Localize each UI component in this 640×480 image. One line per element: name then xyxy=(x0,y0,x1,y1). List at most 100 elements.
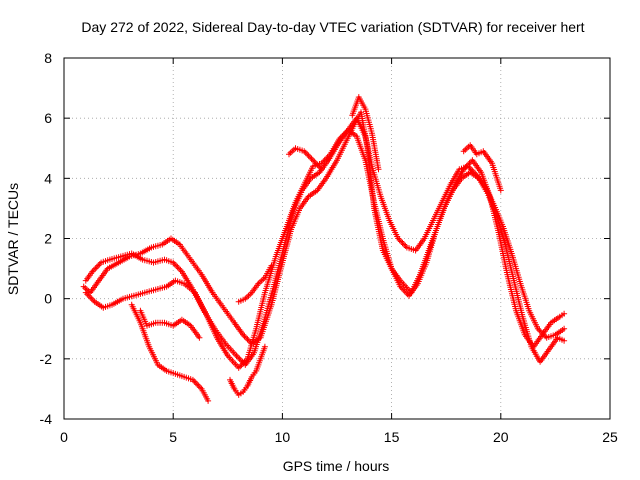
data-point xyxy=(382,249,384,252)
data-point xyxy=(506,273,509,276)
data-point xyxy=(390,267,393,270)
data-point xyxy=(100,261,102,264)
data-point xyxy=(416,282,419,285)
data-point xyxy=(329,153,332,156)
data-point xyxy=(192,379,194,381)
data-point xyxy=(174,373,177,375)
data-point xyxy=(224,342,227,345)
data-point xyxy=(486,192,489,195)
data-point xyxy=(491,162,493,165)
data-point xyxy=(382,237,384,240)
data-point xyxy=(242,333,245,336)
y-tick-label: 6 xyxy=(44,110,52,126)
data-point xyxy=(458,168,461,171)
series-markers xyxy=(286,145,325,173)
data-point xyxy=(261,324,264,327)
series-2 xyxy=(82,115,568,368)
data-point xyxy=(545,336,548,339)
data-point xyxy=(102,306,105,309)
data-point xyxy=(294,147,297,150)
x-tick-label: 25 xyxy=(602,429,618,445)
data-point xyxy=(499,189,502,192)
series-5 xyxy=(137,307,203,341)
data-point xyxy=(307,195,310,198)
data-point xyxy=(237,367,240,369)
data-point xyxy=(399,285,402,288)
data-point xyxy=(198,336,201,339)
data-point xyxy=(355,135,358,138)
data-point xyxy=(285,225,288,228)
data-point xyxy=(259,357,262,360)
data-point xyxy=(157,364,159,366)
data-point xyxy=(364,159,367,162)
data-point xyxy=(510,252,513,255)
data-point xyxy=(563,327,565,330)
data-point xyxy=(82,285,85,288)
data-point xyxy=(172,324,175,327)
data-point xyxy=(272,285,275,288)
data-point xyxy=(139,321,142,324)
data-point xyxy=(423,237,426,240)
series-3 xyxy=(82,127,568,371)
data-point xyxy=(519,282,522,285)
data-point xyxy=(84,279,87,282)
data-point xyxy=(299,207,301,210)
data-point xyxy=(89,291,92,294)
data-point xyxy=(84,291,87,294)
data-point xyxy=(312,159,314,162)
data-point xyxy=(183,376,186,378)
data-point xyxy=(226,354,229,357)
data-point xyxy=(303,183,306,186)
data-point xyxy=(449,183,452,186)
data-point xyxy=(558,315,561,318)
data-point xyxy=(233,388,236,390)
data-point xyxy=(165,285,168,288)
data-point xyxy=(194,291,196,294)
data-point xyxy=(264,345,266,348)
data-point xyxy=(257,282,260,285)
data-point xyxy=(440,201,443,204)
data-point xyxy=(462,150,465,153)
y-tick-label: -4 xyxy=(40,411,53,427)
data-point xyxy=(554,333,557,336)
data-point xyxy=(521,315,524,318)
data-point xyxy=(139,252,142,255)
data-point xyxy=(163,321,166,324)
x-axis: 0 5 10 15 20 25 xyxy=(60,58,618,445)
data-point xyxy=(250,376,253,378)
data-point xyxy=(246,357,249,360)
data-point xyxy=(480,171,482,174)
data-point xyxy=(373,201,375,204)
data-point xyxy=(255,327,258,330)
data-point xyxy=(563,312,565,315)
data-point xyxy=(154,288,157,291)
y-tick-label: 8 xyxy=(44,50,52,66)
data-point xyxy=(181,318,183,321)
data-point xyxy=(91,270,94,273)
data-point xyxy=(161,243,164,246)
data-point xyxy=(181,270,183,273)
data-point xyxy=(237,394,240,396)
series-1 xyxy=(80,109,568,350)
data-point xyxy=(172,261,175,264)
data-point xyxy=(119,255,122,258)
data-point xyxy=(451,189,454,192)
data-point xyxy=(336,159,338,162)
data-point xyxy=(235,354,238,357)
data-point xyxy=(246,385,249,387)
data-point xyxy=(244,297,247,300)
data-point xyxy=(143,291,146,294)
series-10 xyxy=(460,142,504,194)
data-point xyxy=(469,171,472,174)
data-point xyxy=(371,132,373,135)
data-point xyxy=(233,321,236,324)
y-tick-label: 4 xyxy=(44,170,52,186)
data-point xyxy=(141,258,144,261)
data-point xyxy=(178,243,181,246)
series-8 xyxy=(286,145,325,173)
data-point xyxy=(515,309,517,312)
data-point xyxy=(467,165,469,168)
x-tick-label: 10 xyxy=(275,429,291,445)
data-point xyxy=(189,258,192,261)
series-7 xyxy=(235,262,275,305)
